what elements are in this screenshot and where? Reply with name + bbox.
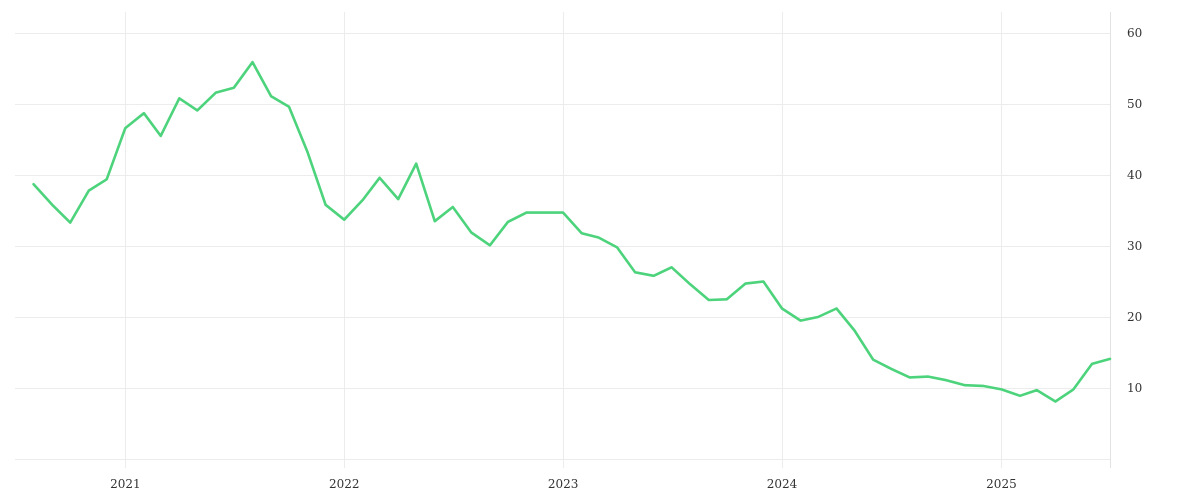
x-tick-label: 2024	[767, 477, 798, 491]
y-tick-label: 40	[1127, 168, 1142, 182]
x-tick-label: 2025	[986, 477, 1017, 491]
series	[32, 60, 1112, 403]
grid	[15, 12, 1110, 468]
y-tick-label: 10	[1127, 381, 1142, 395]
y-tick-label: 50	[1127, 97, 1142, 111]
y-tick-label: 30	[1127, 239, 1142, 253]
tick-labels: 10 20 30 40 50 60 2021 2022 2023 2024 2025	[110, 26, 1142, 491]
y-tick-label: 60	[1127, 26, 1142, 40]
y-tick-label: 20	[1127, 310, 1142, 324]
x-tick-label: 2022	[329, 477, 360, 491]
x-tick-label: 2021	[110, 477, 141, 491]
series-line	[32, 60, 1112, 403]
x-tick-label: 2023	[548, 477, 579, 491]
